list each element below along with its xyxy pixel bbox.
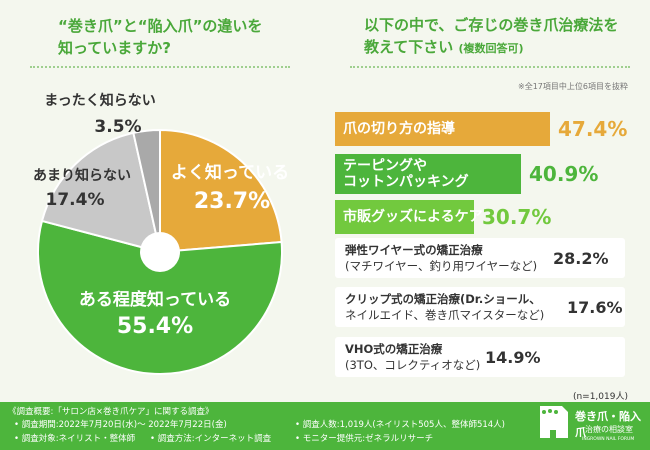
logo-title: 巻き爪・陥入爪 (575, 410, 641, 439)
bar-row: VHO式の矯正治療 (3TO、コレクティオなど) 14.9% (335, 337, 625, 377)
pie-slice (159, 128, 283, 254)
pie-slice-label: ある程度知っている (79, 289, 231, 310)
left-question-line2: 知っていますか? (58, 39, 171, 57)
footer-period: • 調査期間:2022年7月20日(水)〜 2022年7月22日(金) (14, 420, 227, 430)
bar-label-line2: (3TO、コレクティオなど) (345, 358, 481, 372)
bar-row: クリップ式の矯正治療(Dr.ショール、 ネイルエイド、巻き爪マイスターなど) 17.… (335, 287, 625, 327)
bar-label-line2: ネイルエイド、巻き爪マイスターなど) (345, 308, 545, 322)
right-question-note: (複数回答可) (458, 42, 524, 55)
footer-target: • 調査対象:ネイリスト・整体師 (14, 434, 136, 444)
pie-slice-value: 23.7% (194, 189, 270, 214)
pie-slice (37, 219, 283, 375)
left-question: “巻き爪”と“陥入爪”の違いを 知っていますか? (30, 8, 290, 68)
pie-slice-value: 17.4% (46, 190, 105, 210)
bar-label: VHO式の矯正治療 (345, 342, 443, 356)
pie-slice (132, 128, 161, 253)
footer-title: 《調査概要:「サロン店×巻き爪ケア」に関する調査》 (8, 407, 214, 417)
pie-slice-label: まったく知らない (44, 92, 155, 109)
foot-logo-icon (540, 406, 568, 438)
pie-slice (40, 131, 162, 254)
bar-row: 弾性ワイヤー式の矯正治療 (マチワイヤー、釣り用ワイヤーなど) 28.2% (335, 238, 625, 278)
bar-fill (335, 154, 521, 194)
bar-label: 市販グッズによるケア (343, 209, 483, 225)
pie-slice-value: 55.4% (117, 314, 193, 339)
right-question-line2: 教えて下さい (364, 38, 454, 56)
bar-label: 爪の切り方の指導 (343, 121, 455, 137)
right-note: ※全17項目中上位6項目を抜粋 (518, 82, 628, 91)
sample-size: (n=1,019人) (572, 392, 628, 402)
bar-value: 47.4% (558, 117, 628, 141)
right-question: 以下の中で、ご存じの巻き爪治療法を 教えて下さい (複数回答可) (350, 8, 630, 68)
logo-english: INGROWN NAIL FORUM (582, 437, 635, 442)
bar-value: 14.9% (485, 347, 541, 367)
bar-value: 30.7% (482, 205, 552, 229)
bar-fill (335, 200, 474, 234)
logo-subtitle: 治療の相談室 (585, 425, 633, 434)
bar-value: 17.6% (567, 297, 623, 317)
pie-chart: よく知っている 23.7% ある程度知っている 55.4% あまり知らない 17.4% まっ… (33, 92, 289, 375)
footer-provider: • モニター提供元:ゼネラルリサーチ (295, 434, 434, 444)
pie-slice-value: 3.5% (94, 117, 141, 137)
bar-label: クリップ式の矯正治療(Dr.ショール、 (345, 292, 541, 306)
bar-value: 40.9% (529, 162, 599, 186)
bar-value: 28.2% (553, 248, 609, 268)
left-question-line1: “巻き爪”と“陥入爪”の違いを (58, 17, 263, 35)
bar-label: テーピングや (343, 158, 427, 174)
pie-slice-label: よく知っている (171, 162, 289, 183)
pie-center-hole (140, 232, 180, 272)
bar-label: 弾性ワイヤー式の矯正治療 (345, 243, 483, 257)
bar-fill (335, 112, 550, 146)
footer-method: • 調査方法:インターネット調査 (150, 434, 272, 444)
footer-count: • 調査人数:1,019人(ネイリスト505人、整体師514人) (295, 420, 505, 430)
pie-slice-label: あまり知らない (33, 167, 131, 184)
bar-label-line2: (マチワイヤー、釣り用ワイヤーなど) (345, 259, 538, 273)
right-question-line1: 以下の中で、ご存じの巻き爪治療法を (364, 16, 619, 34)
bar-label-line2: コットンパッキング (343, 174, 469, 190)
